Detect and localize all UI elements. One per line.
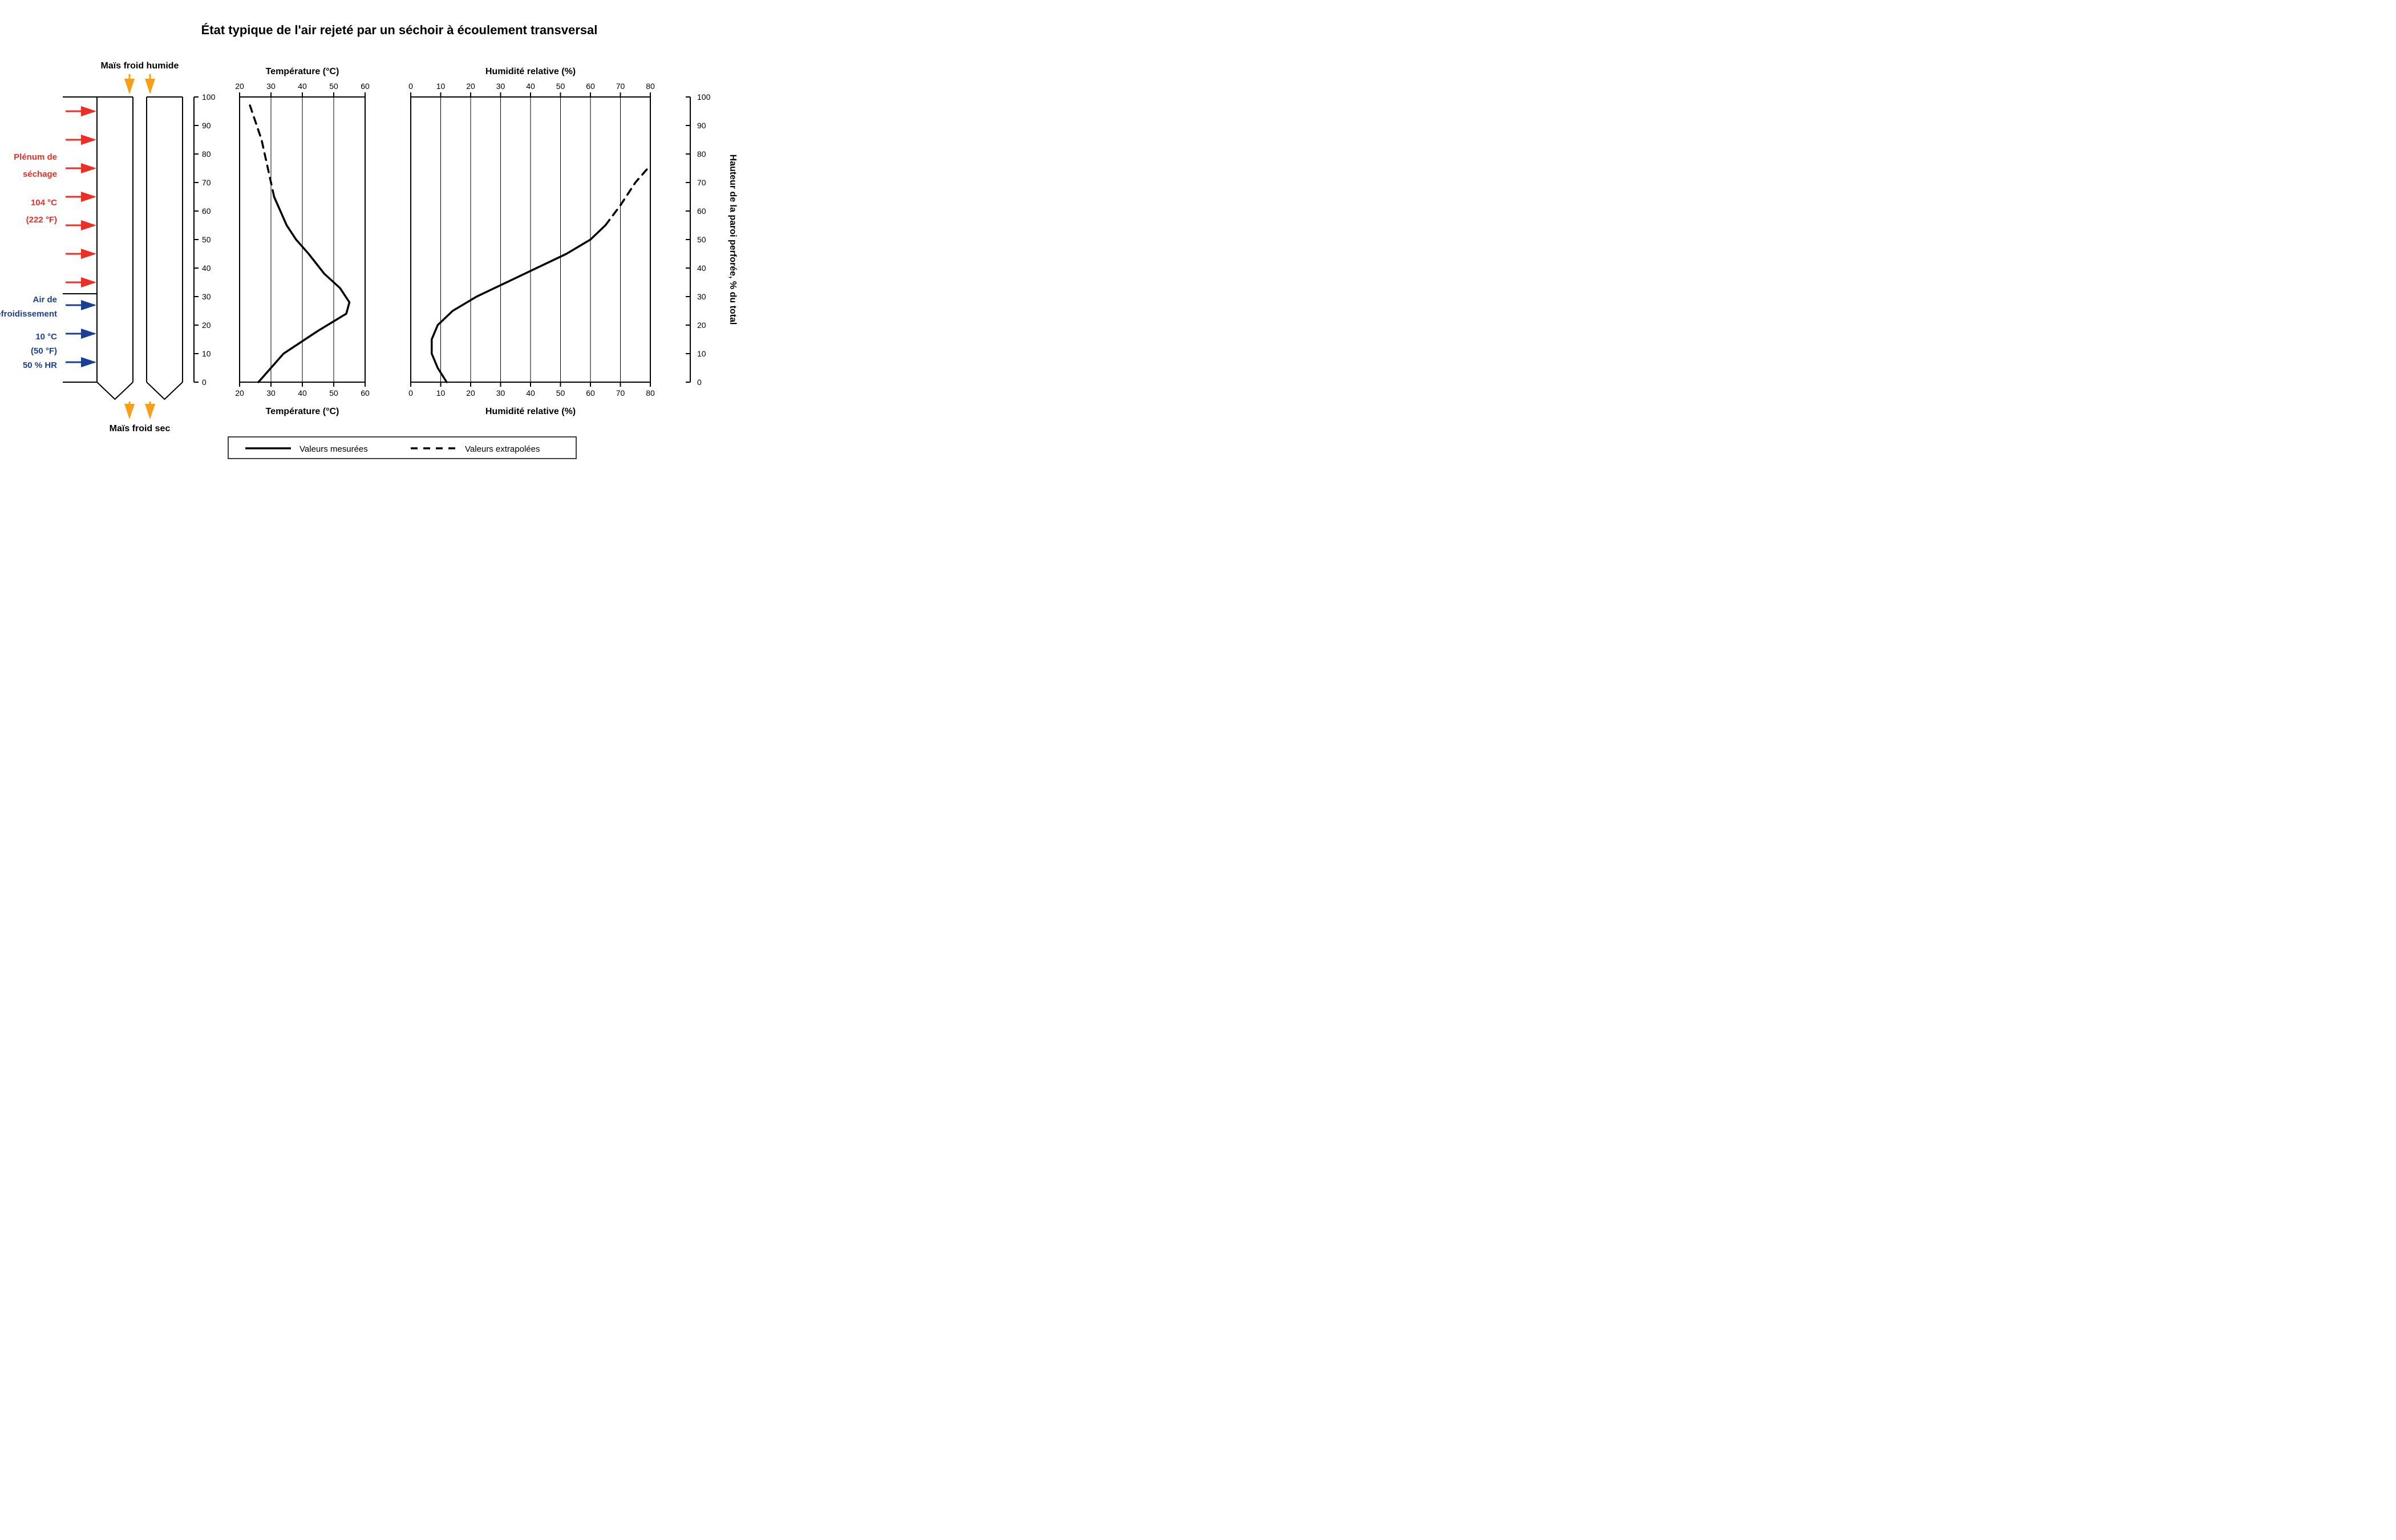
cooling-label-4: 50 % HR (23, 360, 57, 370)
svg-text:90: 90 (202, 121, 211, 130)
temperature-chart-measured-curve (258, 197, 350, 382)
svg-text:80: 80 (697, 149, 706, 159)
svg-text:20: 20 (466, 388, 475, 398)
drying-label-3: (222 °F) (26, 215, 57, 225)
svg-text:50: 50 (697, 235, 706, 244)
legend-measured-label: Valeurs mesurées (300, 444, 368, 454)
svg-text:0: 0 (697, 378, 702, 387)
svg-text:100: 100 (697, 92, 711, 102)
temperature-chart-top-label: Température (°C) (266, 67, 339, 76)
svg-text:60: 60 (361, 388, 370, 398)
svg-text:0: 0 (408, 388, 413, 398)
svg-text:20: 20 (235, 82, 244, 91)
svg-text:30: 30 (496, 388, 505, 398)
humidity-chart-extrapolated-curve (605, 165, 650, 225)
humidity-chart-top-label: Humidité relative (%) (485, 67, 576, 76)
svg-text:70: 70 (697, 178, 706, 187)
cooling-label-3: (50 °F) (31, 346, 57, 356)
svg-text:70: 70 (616, 82, 625, 91)
svg-text:10: 10 (436, 388, 446, 398)
grain-out-label: Maïs froid sec (110, 424, 171, 433)
svg-text:20: 20 (235, 388, 244, 398)
svg-text:60: 60 (586, 82, 595, 91)
svg-text:30: 30 (202, 292, 211, 301)
drying-label-1: séchage (23, 169, 57, 179)
svg-text:60: 60 (697, 206, 706, 216)
svg-text:90: 90 (697, 121, 706, 130)
svg-text:80: 80 (202, 149, 211, 159)
svg-text:40: 40 (526, 388, 535, 398)
svg-text:20: 20 (202, 321, 211, 330)
svg-text:60: 60 (202, 206, 211, 216)
svg-text:70: 70 (202, 178, 211, 187)
svg-text:50: 50 (329, 82, 338, 91)
temperature-chart-extrapolated-curve (249, 103, 274, 197)
svg-text:20: 20 (466, 82, 475, 91)
svg-text:40: 40 (697, 264, 706, 273)
grain-in-label: Maïs froid humide (101, 61, 179, 71)
svg-text:50: 50 (202, 235, 211, 244)
svg-text:70: 70 (616, 388, 625, 398)
chart-title: État typique de l'air rejeté par un séch… (201, 23, 598, 37)
svg-text:80: 80 (646, 82, 655, 91)
temperature-chart-bottom-label: Température (°C) (266, 407, 339, 416)
legend-extrapolated-label: Valeurs extrapolées (465, 444, 540, 454)
svg-text:80: 80 (646, 388, 655, 398)
right-y-axis-label: Hauteur de la paroi perforée, % du total (728, 155, 738, 325)
svg-text:20: 20 (697, 321, 706, 330)
svg-text:30: 30 (496, 82, 505, 91)
svg-text:10: 10 (202, 349, 211, 358)
svg-text:30: 30 (266, 388, 276, 398)
svg-text:40: 40 (298, 82, 307, 91)
svg-text:40: 40 (526, 82, 535, 91)
svg-text:50: 50 (329, 388, 338, 398)
dryer-schematic (63, 74, 183, 418)
figure-svg: État typique de l'air rejeté par un séch… (0, 0, 799, 513)
cooling-label-2: 10 °C (35, 332, 57, 342)
cooling-label-1: refroidissement (0, 309, 57, 319)
svg-text:40: 40 (298, 388, 307, 398)
svg-text:50: 50 (556, 388, 565, 398)
cooling-label-0: Air de (33, 295, 57, 305)
svg-text:10: 10 (436, 82, 446, 91)
svg-text:0: 0 (202, 378, 207, 387)
svg-text:40: 40 (202, 264, 211, 273)
humidity-chart-bottom-label: Humidité relative (%) (485, 407, 576, 416)
figure-container: État typique de l'air rejeté par un séch… (0, 0, 799, 513)
drying-label-2: 104 °C (31, 198, 57, 208)
svg-text:0: 0 (408, 82, 413, 91)
svg-text:30: 30 (697, 292, 706, 301)
drying-label-0: Plénum de (14, 152, 57, 162)
humidity-chart-measured-curve (432, 225, 606, 382)
svg-text:60: 60 (361, 82, 370, 91)
svg-text:100: 100 (202, 92, 216, 102)
svg-text:30: 30 (266, 82, 276, 91)
svg-text:10: 10 (697, 349, 706, 358)
svg-text:60: 60 (586, 388, 595, 398)
svg-text:50: 50 (556, 82, 565, 91)
